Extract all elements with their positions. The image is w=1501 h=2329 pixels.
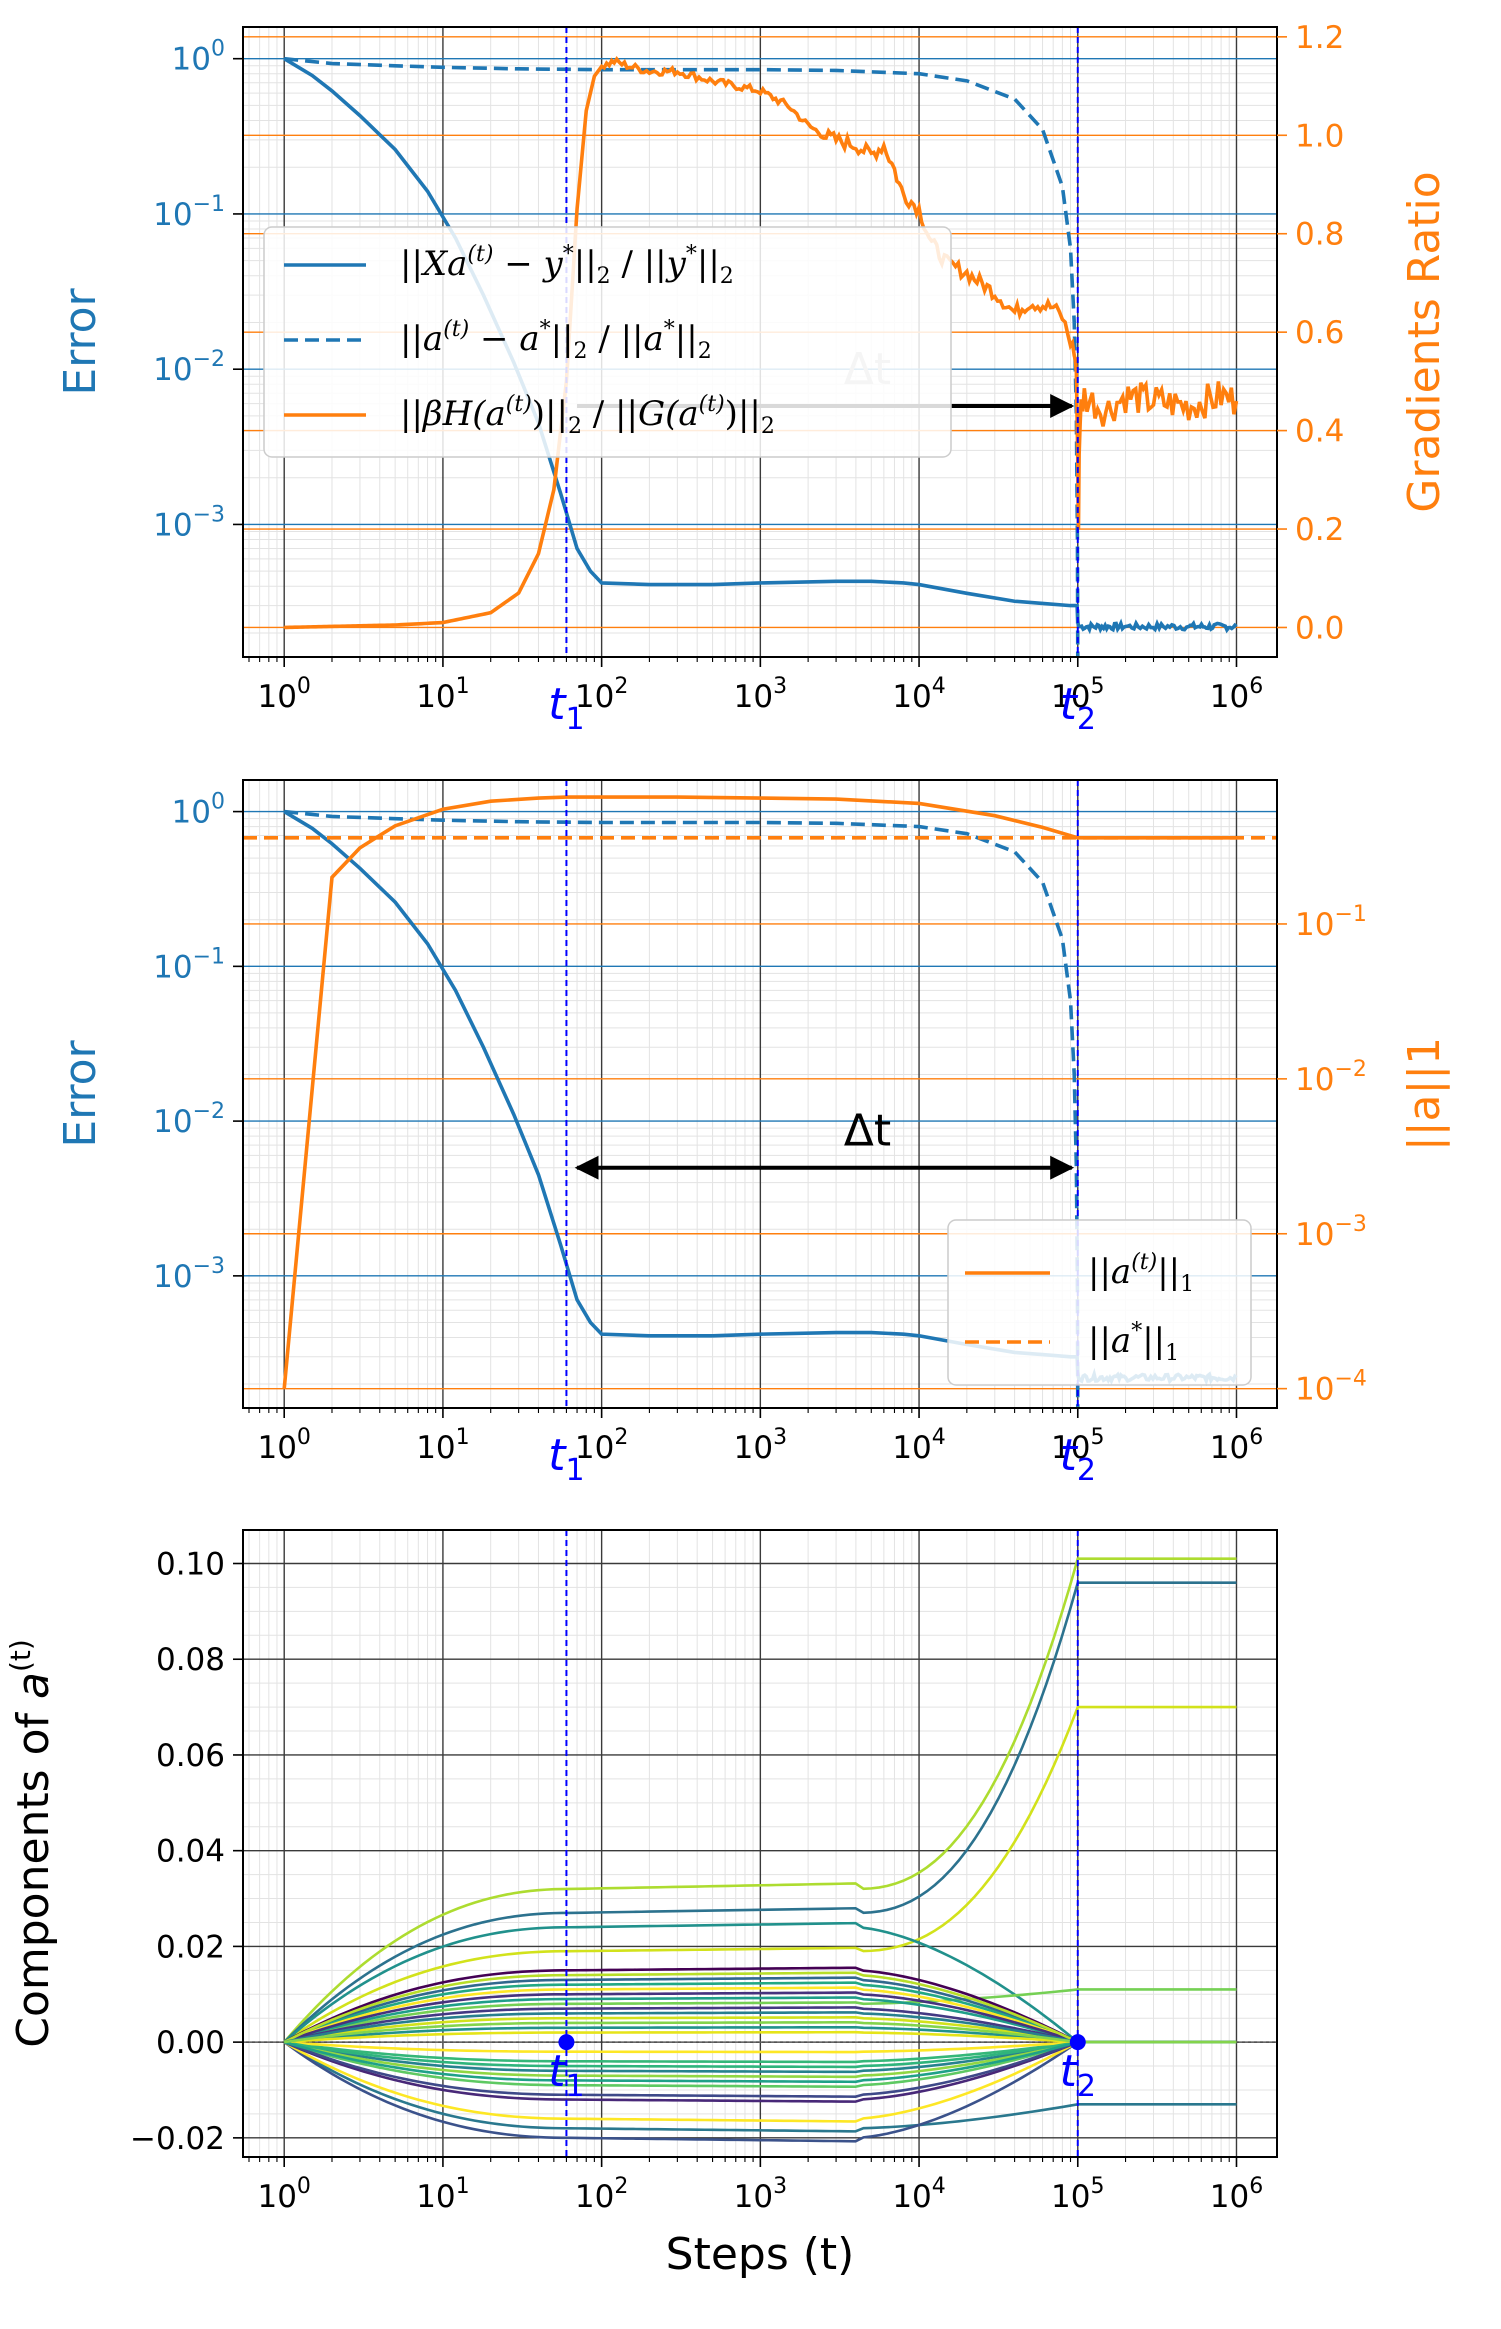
- legend-entry-1: ||Xa(t) − y*||2 / ||y*||2: [400, 242, 734, 289]
- y-tick-label: 10−1: [153, 944, 225, 985]
- y-tick-label: 10−3: [153, 1254, 225, 1295]
- y2-axis-label: Gradients Ratio: [1399, 171, 1450, 512]
- legend-entry-2: ||a(t) − a*||2 / ||a*||2: [400, 317, 712, 364]
- event-label: t1: [548, 679, 584, 737]
- component-line: [283, 1557, 1237, 2043]
- y-axis-label: Components of a(t): [4, 1639, 59, 2048]
- series-line: [284, 56, 1080, 657]
- y2-tick-label: 0.8: [1295, 217, 1344, 253]
- y-tick-label: 0.02: [156, 1929, 225, 1965]
- y2-tick-label: 10−1: [1295, 902, 1367, 943]
- y2-axis-label: ||a||1: [1399, 1037, 1450, 1151]
- x-tick-label: 104: [892, 674, 945, 715]
- event-label: t2: [1060, 1430, 1096, 1488]
- y-tick-label: 0.00: [156, 2025, 225, 2061]
- y-tick-label: −0.02: [130, 2121, 225, 2157]
- y-tick-label: 10−2: [153, 347, 225, 388]
- x-tick-label: 106: [1210, 2174, 1263, 2215]
- y-tick-label: 10−2: [153, 1099, 225, 1140]
- y2-tick-label: 0.2: [1295, 512, 1344, 548]
- event-label: t2: [1060, 2046, 1096, 2104]
- x-tick-label: 103: [734, 2174, 787, 2215]
- series: [283, 55, 1239, 657]
- y2-tick-label: 1.0: [1295, 118, 1344, 154]
- legend-box: [947, 1219, 1252, 1386]
- y-tick-label: 100: [172, 37, 225, 78]
- legend-entry-3: ||βH(a(t))||2 / ||G(a(t))||2: [400, 392, 775, 439]
- x-tick-label: 103: [734, 674, 787, 715]
- y2-tick-label: 0.4: [1295, 414, 1344, 450]
- y2-tick-label: 0.0: [1295, 610, 1344, 646]
- y-tick-label: 0.08: [156, 1642, 225, 1678]
- x-tick-label: 103: [734, 1425, 787, 1466]
- x-tick-label: 105: [1051, 2174, 1104, 2215]
- component-line: [283, 1988, 1237, 2044]
- y-tick-label: 10−1: [153, 192, 225, 233]
- x-tick-label: 102: [575, 2174, 628, 2215]
- x-tick-label: 105: [1051, 1425, 1104, 1466]
- event-label: t1: [548, 1430, 584, 1488]
- y2-tick-label: 0.6: [1295, 315, 1344, 351]
- legend-box: [263, 226, 952, 458]
- x-tick-label: 106: [1210, 1425, 1263, 1466]
- y-axis-label: Error: [55, 287, 106, 395]
- x-tick-label: 101: [416, 2174, 469, 2215]
- x-tick-label: 101: [416, 674, 469, 715]
- legend-entry-1: ||a(t)||1: [1088, 1250, 1194, 1297]
- y-tick-label: 0.06: [156, 1738, 225, 1774]
- panel-2: Δt 100 101 102 103 104 105 106 100 10−1 10−2 10−3 Er…: [55, 779, 1450, 1488]
- x-tick-label: 101: [416, 1425, 469, 1466]
- y-axis-label: Error: [55, 1039, 106, 1147]
- y2-tick-label: 10−2: [1295, 1057, 1367, 1098]
- x-tick-label: 102: [575, 1425, 628, 1466]
- legend-panel-1: ||Xa(t) − y*||2 / ||y*||2 ||a(t) − a*||2 …: [263, 226, 952, 458]
- panel-3: 100 101 102 103 104 105 106 −0.02 0.00 0.02 0.04 0.…: [4, 1529, 1278, 2280]
- y2-tick-label: 1.2: [1295, 20, 1344, 56]
- y2-tick-label: 10−3: [1295, 1212, 1367, 1253]
- y-tick-label: 0.04: [156, 1834, 225, 1870]
- y-tick-label: 0.10: [156, 1547, 225, 1583]
- legend-entry-2: ||a*||1: [1088, 1319, 1179, 1366]
- grid: [243, 780, 1277, 1408]
- x-tick-label: 100: [257, 1425, 310, 1466]
- y2-tick-label: 10−4: [1295, 1367, 1367, 1408]
- x-tick-label: 104: [892, 1425, 945, 1466]
- delta-label: Δt: [844, 1106, 891, 1157]
- series-line: [284, 809, 1080, 1408]
- event-label: t2: [1060, 679, 1096, 737]
- component-line: [283, 1705, 1237, 2044]
- x-tick-label: 104: [892, 2174, 945, 2215]
- series-line: [283, 57, 1238, 635]
- x-tick-label: 100: [257, 2174, 310, 2215]
- event-label: t1: [548, 2046, 584, 2104]
- legend-panel-2: ||a(t)||1 ||a*||1: [947, 1219, 1252, 1386]
- x-tick-label: 102: [575, 674, 628, 715]
- x-axis-label: Steps (t): [666, 2229, 855, 2280]
- x-tick-label: 106: [1210, 674, 1263, 715]
- series-line: [284, 55, 1239, 630]
- x-tick-label: 105: [1051, 674, 1104, 715]
- y-tick-label: 100: [172, 790, 225, 831]
- x-tick-label: 100: [257, 674, 310, 715]
- series-line: [282, 795, 1237, 1389]
- y-tick-label: 10−3: [153, 502, 225, 543]
